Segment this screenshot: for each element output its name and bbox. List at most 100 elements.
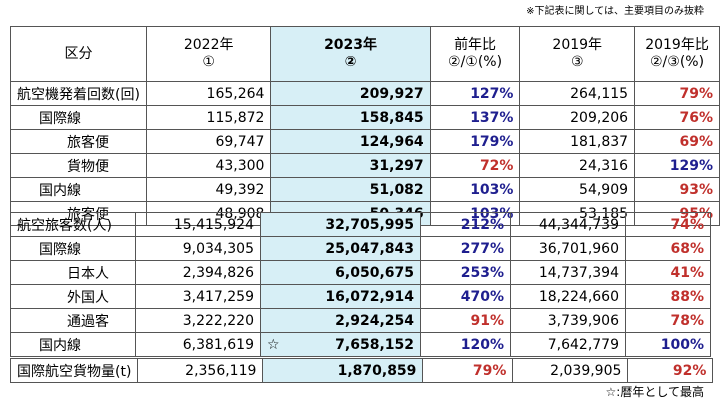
value-2019: 209,206: [519, 105, 636, 130]
value-2022: 9,034,305: [135, 236, 261, 261]
table-cargo: 国際航空貨物量(t) 2,356,119 1,870,859 79% 2,039,905…: [9, 358, 714, 383]
yoy-percent: 470%: [420, 284, 511, 309]
vs2019-percent: 79%: [634, 81, 720, 106]
value-2023: 124,964: [270, 129, 431, 154]
vs2019-percent: 78%: [625, 308, 711, 333]
row-label: 国際線: [10, 236, 136, 261]
value-2023-number: 31,297: [369, 157, 424, 174]
value-2019: 7,642,779: [510, 332, 626, 357]
row-label: 旅客便: [10, 129, 147, 154]
yoy-percent: 72%: [429, 153, 521, 178]
header-yoy-title: 前年比: [454, 37, 497, 53]
value-2019: 24,316: [519, 153, 636, 178]
footnote-top: ※下記表に関しては、主要項目のみ抜粋: [526, 6, 704, 17]
table-row: 貨物便 43,300 31,297 72% 24,316 129%: [10, 153, 720, 178]
value-2022: 15,415,924: [135, 212, 261, 237]
value-2022: 2,356,119: [137, 358, 264, 383]
yoy-percent: 277%: [420, 236, 511, 261]
footnote-star: ☆:暦年として最高: [605, 385, 704, 399]
table-row: 航空機発着回数(回) 165,264 209,927 127% 264,115 79%: [10, 81, 720, 106]
value-2023: 1,870,859: [262, 358, 424, 383]
value-2023: 25,047,843: [260, 236, 421, 261]
value-2023: 6,050,675: [260, 260, 421, 285]
value-2023: 32,705,995: [260, 212, 421, 237]
header-2022-mark: ①: [202, 54, 215, 70]
table-row: 旅客便 69,747 124,964 179% 181,837 69%: [10, 129, 720, 154]
value-2023-number: 32,705,995: [325, 216, 414, 233]
value-2022: 165,264: [145, 81, 272, 106]
row-label: 航空機発着回数(回): [10, 81, 147, 106]
row-label: 国内線: [10, 332, 136, 357]
vs2019-percent: 129%: [634, 153, 720, 178]
value-2019: 54,909: [519, 177, 636, 202]
value-2019: 2,039,905: [512, 358, 629, 383]
value-2019: 3,739,906: [510, 308, 626, 333]
vs2019-percent: 68%: [625, 236, 711, 261]
value-2023: ☆ 7,658,152: [260, 332, 421, 357]
value-2023-number: 7,658,152: [335, 336, 414, 353]
header-2023-year: 2023年: [324, 37, 378, 53]
value-2023-number: 124,964: [359, 133, 424, 150]
value-2023: 51,082: [270, 177, 431, 202]
value-2023: 16,072,914: [260, 284, 421, 309]
row-label: 日本人: [10, 260, 136, 285]
yoy-percent: 120%: [420, 332, 511, 357]
row-label: 国際線: [10, 105, 147, 130]
value-2022: 43,300: [145, 153, 272, 178]
value-2019: 14,737,394: [510, 260, 626, 285]
header-category: 区分: [10, 26, 147, 82]
yoy-percent: 127%: [429, 81, 521, 106]
value-2023-number: 1,870,859: [337, 362, 417, 379]
table-flights: 区分 2022年 ① 2023年 ② 前年比 ②/①(%) 2019年 ③ 2019年比…: [10, 26, 720, 226]
header-2019-mark: ③: [570, 54, 584, 70]
row-label: 航空旅客数(人): [10, 212, 136, 237]
value-2022: 2,394,826: [135, 260, 261, 285]
table-passengers: 航空旅客数(人) 15,415,924 32,705,995 212% 44,344,7…: [10, 212, 711, 357]
yoy-percent: 79%: [422, 358, 514, 383]
value-2023-number: 2,924,254: [335, 312, 414, 329]
table-row: 国際航空貨物量(t) 2,356,119 1,870,859 79% 2,039,905…: [9, 358, 714, 383]
header-2022: 2022年 ①: [145, 26, 272, 82]
table-row: 国内線 6,381,619 ☆ 7,658,152 120% 7,642,779 100%: [10, 332, 711, 357]
value-2019: 264,115: [519, 81, 636, 106]
yoy-percent: 103%: [429, 177, 521, 202]
yoy-percent: 212%: [420, 212, 511, 237]
vs2019-percent: 74%: [625, 212, 711, 237]
table-row: 国際線 9,034,305 25,047,843 277% 36,701,960 68%: [10, 236, 711, 261]
value-2023: 209,927: [270, 81, 431, 106]
value-2019: 44,344,739: [510, 212, 626, 237]
value-2023-number: 6,050,675: [335, 264, 414, 281]
vs2019-percent: 88%: [625, 284, 711, 309]
vs2019-percent: 93%: [634, 177, 720, 202]
header-2023: 2023年 ②: [270, 26, 431, 82]
table-row: 国内線 49,392 51,082 103% 54,909 93%: [10, 177, 720, 202]
value-2022: 6,381,619: [135, 332, 261, 357]
table-row: 国際線 115,872 158,845 137% 209,206 76%: [10, 105, 720, 130]
header-vs2019-formula: ②/③(%): [650, 54, 705, 70]
table-row: 通過客 3,222,220 2,924,254 91% 3,739,906 78%: [10, 308, 711, 333]
row-label: 国内線: [10, 177, 147, 202]
yoy-percent: 253%: [420, 260, 511, 285]
header-yoy: 前年比 ②/①(%): [429, 26, 521, 82]
header-2022-year: 2022年: [183, 37, 234, 53]
header-vs2019: 2019年比 ②/③(%): [634, 26, 720, 82]
table-row: 外国人 3,417,259 16,072,914 470% 18,224,660 88%: [10, 284, 711, 309]
value-2022: 49,392: [145, 177, 272, 202]
row-label: 貨物便: [10, 153, 147, 178]
yoy-percent: 179%: [429, 129, 521, 154]
row-label: 外国人: [10, 284, 136, 309]
value-2022: 3,222,220: [135, 308, 261, 333]
value-2019: 18,224,660: [510, 284, 626, 309]
row-label: 国際航空貨物量(t): [9, 358, 139, 383]
value-2022: 69,747: [145, 129, 272, 154]
value-2023-number: 209,927: [359, 85, 424, 102]
value-2019: 181,837: [519, 129, 636, 154]
value-2023: 31,297: [270, 153, 431, 178]
yoy-percent: 137%: [429, 105, 521, 130]
value-2023-number: 25,047,843: [325, 240, 414, 257]
vs2019-percent: 69%: [634, 129, 720, 154]
header-vs2019-title: 2019年比: [645, 37, 709, 53]
vs2019-percent: 76%: [634, 105, 720, 130]
record-star-marker: ☆: [267, 336, 280, 353]
header-2019-year: 2019年: [552, 37, 603, 53]
